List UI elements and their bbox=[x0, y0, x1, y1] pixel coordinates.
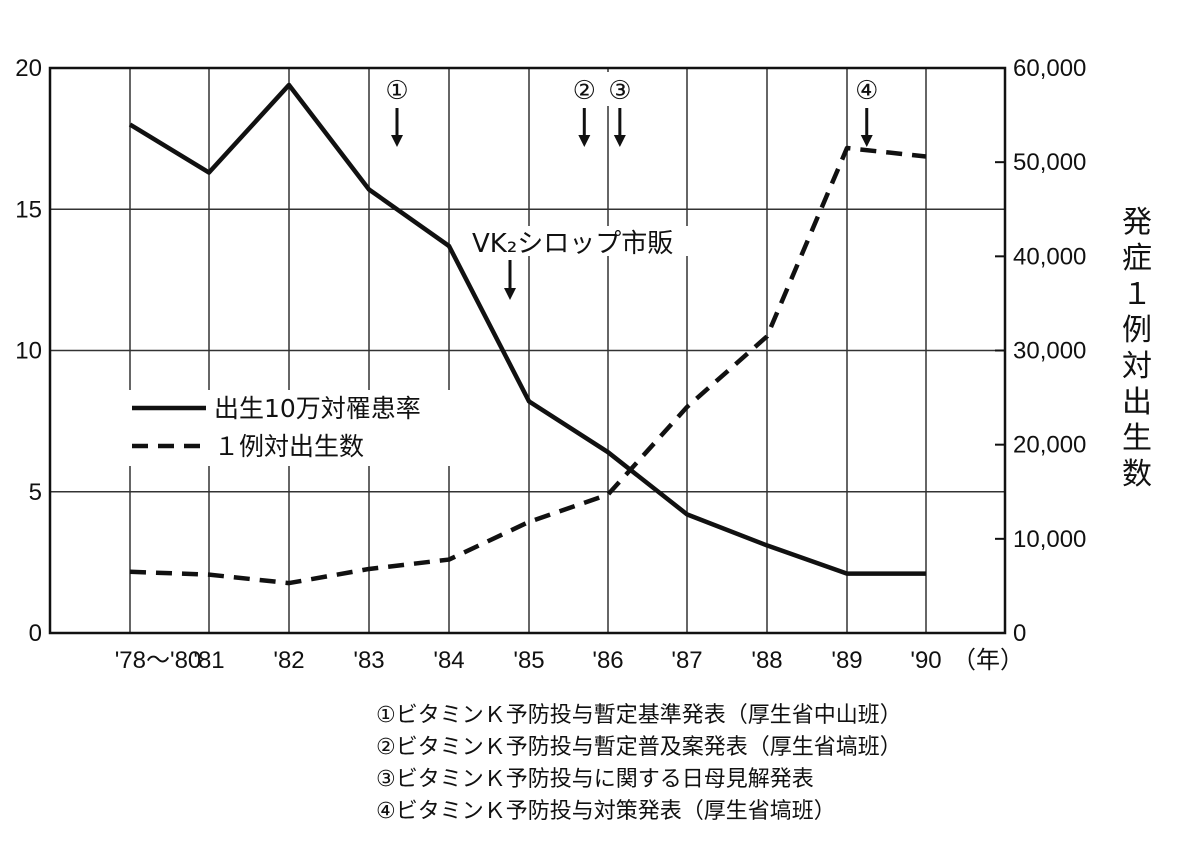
note-2: ②ビタミンＫ予防投与暫定普及案発表（厚生省塙班） bbox=[376, 735, 902, 760]
annotation-vk2: VK₂シロップ市販 bbox=[472, 229, 673, 259]
legend: 出生10万対罹患率 １例対出生数 bbox=[128, 390, 468, 466]
right-axis-label-char: 生 bbox=[1122, 421, 1152, 456]
note-4: ④ビタミンＫ予防投与対策発表（厚生省塙班） bbox=[376, 799, 836, 824]
right-tick-label: 40,000 bbox=[1013, 243, 1086, 270]
annotation-bg bbox=[850, 72, 883, 106]
right-axis-label-char: 出 bbox=[1122, 385, 1152, 420]
legend-label-2: １例対出生数 bbox=[214, 432, 364, 461]
annotation-label-2: ② bbox=[573, 76, 596, 106]
right-tick-label: 20,000 bbox=[1013, 432, 1086, 459]
notes: ①ビタミンＫ予防投与暫定基準発表（厚生省中山班） ②ビタミンＫ予防投与暫定普及案… bbox=[376, 700, 902, 828]
right-axis-label-char: 数 bbox=[1122, 457, 1152, 492]
x-tick-label: '82 bbox=[273, 647, 304, 674]
x-tick-label: '87 bbox=[671, 647, 702, 674]
x-tick-label: '83 bbox=[353, 647, 384, 674]
legend-box bbox=[128, 390, 468, 466]
right-tick-label: 50,000 bbox=[1013, 149, 1086, 176]
legend-label-1: 出生10万対罹患率 bbox=[214, 394, 421, 423]
arrow-head bbox=[504, 288, 516, 300]
left-tick-label: 5 bbox=[29, 479, 42, 506]
right-axis-label-char: 例 bbox=[1122, 313, 1152, 348]
annotation-label-1: ① bbox=[385, 76, 408, 106]
annotation-label-4: ④ bbox=[855, 76, 878, 106]
right-axis-label-char: 対 bbox=[1122, 349, 1152, 384]
annotation-bg bbox=[603, 72, 636, 106]
series-line-2 bbox=[129, 145, 927, 586]
annotation-label-3: ③ bbox=[608, 76, 631, 106]
right-tick-label: 30,000 bbox=[1013, 338, 1086, 365]
left-tick-label: 0 bbox=[29, 620, 42, 647]
left-tick-label: 20 bbox=[15, 55, 42, 82]
right-axis-label-char: 症 bbox=[1122, 241, 1152, 276]
left-tick-label: 10 bbox=[15, 338, 42, 365]
right-axis-label-char: １ bbox=[1122, 277, 1152, 312]
arrow-head bbox=[578, 135, 591, 147]
series-line-1 bbox=[128, 82, 926, 576]
arrow-head bbox=[860, 135, 873, 147]
right-tick-label: 60,000 bbox=[1013, 55, 1086, 82]
annotation-bg bbox=[381, 72, 413, 106]
arrow-head bbox=[391, 135, 403, 147]
annotations: ① ② ③ ④ VK₂シロップ市販 bbox=[381, 72, 883, 300]
series bbox=[128, 82, 927, 586]
x-tick-label: '88 bbox=[751, 647, 782, 674]
arrow-head bbox=[613, 135, 626, 147]
x-unit-label: （年） bbox=[952, 646, 1024, 674]
note-1: ①ビタミンＫ予防投与暫定基準発表（厚生省中山班） bbox=[376, 703, 902, 728]
chart: 0 5 10 15 20 0 10,000 20,000 30,000 40,000 50,000 6… bbox=[15, 55, 1086, 674]
x-tick-label: '81 bbox=[193, 647, 224, 674]
x-tick-label: '89 bbox=[831, 647, 862, 674]
right-tick-label: 0 bbox=[1013, 620, 1026, 647]
x-tick-label: '86 bbox=[592, 647, 623, 674]
x-tick-label: '85 bbox=[513, 647, 544, 674]
axes: 0 5 10 15 20 0 10,000 20,000 30,000 40,000 50,000 6… bbox=[15, 55, 1086, 674]
note-3: ③ビタミンＫ予防投与に関する日母見解発表 bbox=[376, 767, 814, 792]
x-tick-label: '90 bbox=[910, 647, 941, 674]
x-tick-label: '78～'80 bbox=[115, 647, 202, 674]
left-tick-label: 15 bbox=[15, 196, 42, 223]
plot-frame bbox=[48, 66, 1007, 635]
x-tick-label: '84 bbox=[433, 647, 464, 674]
right-axis-label-char: 発 bbox=[1122, 205, 1152, 240]
annotation-bg bbox=[568, 72, 601, 106]
annotation-bg bbox=[468, 226, 720, 256]
grid bbox=[50, 68, 1005, 633]
right-tick-label: 10,000 bbox=[1013, 526, 1086, 553]
